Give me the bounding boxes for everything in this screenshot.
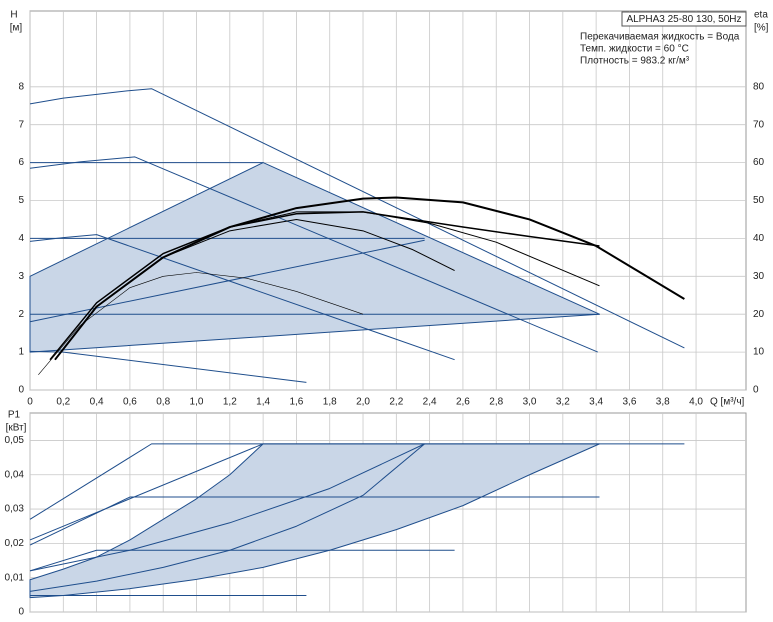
- curve: [29, 496, 600, 546]
- curve: [29, 156, 598, 353]
- y2-tick-label: 20: [753, 309, 765, 320]
- curve: [29, 350, 307, 383]
- y2-tick-label: 30: [753, 271, 765, 282]
- y-tick-label: 5: [18, 195, 24, 206]
- curve: [29, 443, 425, 592]
- y2-tick-label: 10: [753, 347, 765, 358]
- y-tick-label: 0,01: [5, 572, 25, 583]
- x-tick-label: 3,2: [556, 397, 570, 408]
- y-tick-label: 2: [18, 309, 24, 320]
- x-axis-label: Q [м³/ч]: [710, 397, 745, 408]
- y-tick-label: 0: [18, 385, 24, 396]
- x-tick-label: 2,6: [456, 397, 470, 408]
- curve: [54, 218, 455, 360]
- y-axis-unit: [кВт]: [6, 423, 27, 434]
- annotation: Темп. жидкости = 60 °C: [580, 44, 689, 55]
- y2-tick-label: 40: [753, 233, 765, 244]
- y-tick-label: 0,04: [5, 469, 25, 480]
- y2-tick-label: 60: [753, 157, 765, 168]
- y-tick-label: 1: [18, 347, 24, 358]
- x-tick-label: 3,8: [656, 397, 670, 408]
- y-tick-label: 8: [18, 81, 24, 92]
- x-tick-label: 2,4: [423, 397, 437, 408]
- title: ALPHA3 25-80 130, 50Hz: [626, 14, 741, 25]
- curve: [29, 234, 455, 361]
- y-tick-label: 3: [18, 271, 24, 282]
- x-tick-label: 0,8: [156, 397, 170, 408]
- x-tick-label: 0,2: [56, 397, 70, 408]
- y2-tick-label: 0: [753, 385, 759, 396]
- x-tick-label: 1,8: [323, 397, 337, 408]
- y2-axis-label: eta: [754, 10, 768, 21]
- x-tick-label: 2,0: [356, 397, 370, 408]
- x-tick-label: 3,4: [589, 397, 603, 408]
- x-tick-label: 1,2: [223, 397, 237, 408]
- y-tick-label: 0,03: [5, 504, 25, 515]
- x-tick-label: 2,2: [389, 397, 403, 408]
- annotation: Перекачиваемая жидкость = Вода: [580, 32, 740, 43]
- curve: [49, 211, 600, 361]
- y-tick-label: 7: [18, 119, 24, 130]
- curve: [29, 88, 685, 349]
- x-tick-label: 0: [27, 397, 33, 408]
- x-tick-label: 1,6: [289, 397, 303, 408]
- x-tick-label: 1,0: [190, 397, 204, 408]
- x-tick-label: 3,6: [622, 397, 636, 408]
- title-box: [621, 11, 747, 27]
- y2-axis-unit: [%]: [754, 23, 769, 34]
- x-tick-label: 2,8: [489, 397, 503, 408]
- y2-tick-label: 70: [753, 119, 765, 130]
- x-tick-label: 3,0: [523, 397, 537, 408]
- curve: [29, 443, 264, 541]
- annotation: Плотность = 983.2 кг/м³: [580, 56, 690, 67]
- y-axis-label: P1: [8, 410, 21, 421]
- curve: [29, 443, 685, 520]
- y-tick-label: 0,02: [5, 538, 25, 549]
- y-axis-unit: [м]: [10, 23, 23, 34]
- x-tick-label: 0,6: [123, 397, 137, 408]
- y-tick-label: 4: [18, 233, 24, 244]
- y-axis-label: H: [10, 10, 17, 21]
- x-tick-label: 4,0: [689, 397, 703, 408]
- curve: [38, 272, 364, 376]
- shaded-area: [29, 443, 600, 599]
- y-tick-label: 0,05: [5, 435, 25, 446]
- y2-tick-label: 80: [753, 81, 765, 92]
- curve: [29, 549, 455, 572]
- y-tick-label: 0: [18, 607, 24, 618]
- curve: [29, 443, 425, 572]
- x-tick-label: 0,4: [90, 397, 104, 408]
- y2-tick-label: 50: [753, 195, 765, 206]
- x-tick-label: 1,4: [256, 397, 270, 408]
- y-tick-label: 6: [18, 157, 24, 168]
